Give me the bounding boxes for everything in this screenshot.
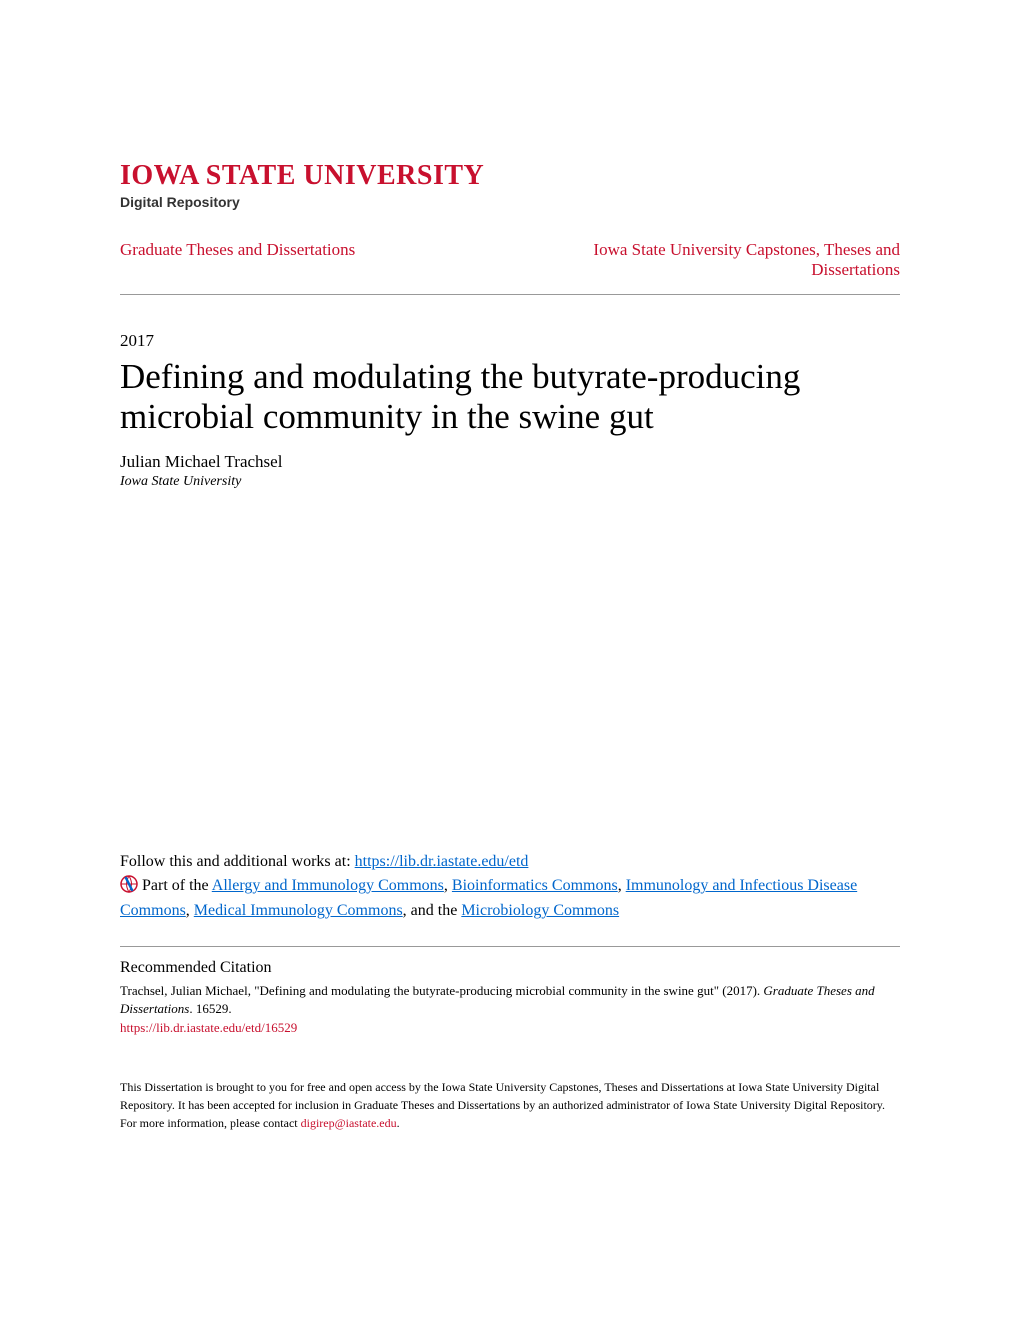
sep: , [186, 902, 194, 919]
citation-url[interactable]: https://lib.dr.iastate.edu/etd/16529 [120, 1020, 900, 1036]
network-icon [120, 875, 138, 893]
university-name: IOWA STATE UNIVERSITY [120, 160, 900, 192]
author-affiliation: Iowa State University [120, 474, 900, 490]
breadcrumb-row: Graduate Theses and Dissertations Iowa S… [120, 240, 900, 295]
follow-prefix: Follow this and additional works at: [120, 853, 355, 870]
commons-link-4[interactable]: Medical Immunology Commons [194, 902, 403, 919]
follow-url-link[interactable]: https://lib.dr.iastate.edu/etd [355, 853, 529, 870]
footer-text: This Dissertation is brought to you for … [120, 1078, 900, 1132]
commons-link-2[interactable]: Bioinformatics Commons [452, 877, 618, 894]
commons-line: Part of the Allergy and Immunology Commo… [120, 874, 900, 924]
follow-section: Follow this and additional works at: htt… [120, 850, 900, 924]
collection-link-left[interactable]: Graduate Theses and Dissertations [120, 240, 355, 260]
footer-body: This Dissertation is brought to you for … [120, 1080, 885, 1130]
citation-title: "Defining and modulating the butyrate-pr… [254, 983, 763, 998]
follow-line: Follow this and additional works at: htt… [120, 850, 900, 875]
collection-link-right[interactable]: Iowa State University Capstones, Theses … [520, 240, 900, 280]
citation-heading: Recommended Citation [120, 959, 900, 977]
citation-section: Recommended Citation Trachsel, Julian Mi… [120, 946, 900, 1036]
commons-link-5[interactable]: Microbiology Commons [461, 902, 619, 919]
citation-number: . 16529. [189, 1001, 231, 1016]
repository-name: Digital Repository [120, 194, 900, 210]
footer-period: . [397, 1116, 400, 1130]
sep: , [618, 877, 626, 894]
logo-block: IOWA STATE UNIVERSITY Digital Repository [120, 160, 900, 210]
sep: , [444, 877, 452, 894]
contact-email-link[interactable]: digirep@iastate.edu [301, 1116, 397, 1130]
author-name: Julian Michael Trachsel [120, 452, 900, 472]
part-of-prefix: Part of the [142, 877, 212, 894]
citation-text: Trachsel, Julian Michael, "Defining and … [120, 982, 900, 1018]
citation-author: Trachsel, Julian Michael, [120, 983, 254, 998]
page-title: Defining and modulating the butyrate-pro… [120, 357, 900, 438]
publication-year: 2017 [120, 331, 900, 351]
and-the: , and the [403, 902, 462, 919]
commons-link-1[interactable]: Allergy and Immunology Commons [212, 877, 444, 894]
